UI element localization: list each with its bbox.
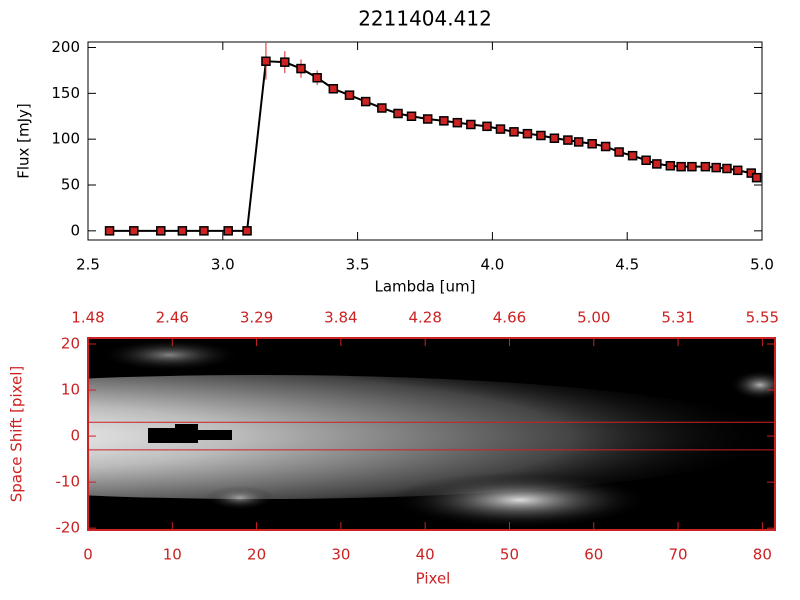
image-blob (100, 339, 240, 371)
x-tick-label: 50 (500, 546, 519, 564)
marker (522, 128, 533, 139)
plot-frame (87, 337, 776, 531)
marker (452, 117, 463, 128)
image-saturated (148, 424, 232, 443)
marker (641, 155, 651, 165)
marker (296, 63, 306, 74)
marker (652, 159, 662, 169)
marker (377, 103, 387, 113)
marker (439, 116, 449, 126)
marker (344, 90, 355, 100)
marker (242, 226, 252, 236)
x-axis-label: Lambda [um] (375, 278, 476, 296)
x-tick-label: 80 (753, 546, 772, 564)
marker (328, 84, 339, 94)
marker (129, 226, 139, 236)
x-tick-label: 20 (247, 546, 266, 564)
y-axis-label: Space Shift [pixel] (8, 366, 26, 503)
x-tick-label: 3.0 (211, 256, 235, 274)
y-tick-label: 10 (61, 381, 80, 399)
marker (711, 162, 721, 173)
marker (665, 161, 676, 171)
x2-tick-label: 4.28 (408, 309, 441, 327)
marker (676, 161, 686, 172)
marker (393, 108, 403, 119)
marker (587, 139, 597, 149)
marker (563, 135, 573, 145)
y-tick-label: 0 (70, 427, 80, 445)
x2-tick-label: 5.31 (661, 309, 694, 327)
marker (406, 111, 417, 121)
image-trace (88, 375, 775, 499)
marker (614, 147, 624, 157)
marker (177, 226, 188, 236)
marker (700, 161, 711, 172)
y-tick-label: 50 (61, 176, 80, 194)
marker (156, 226, 166, 236)
marker (482, 121, 492, 132)
marker (687, 161, 697, 172)
x-tick-label: 0 (83, 546, 93, 564)
marker (536, 130, 546, 141)
marker (466, 119, 476, 130)
marker (199, 226, 209, 236)
marker (722, 163, 732, 174)
data-line (109, 60, 758, 232)
x-tick-label: 4.0 (480, 256, 504, 274)
x-tick-label: 40 (416, 546, 435, 564)
spectrum-image (88, 338, 775, 530)
y-axis-label: Flux [mJy] (15, 103, 33, 179)
y-tick-label: 150 (51, 84, 80, 102)
y-tick-label: -20 (56, 519, 81, 537)
image-blob (205, 486, 275, 510)
x-tick-label: 3.5 (346, 256, 370, 274)
marker (509, 127, 519, 137)
marker (280, 57, 290, 67)
x-tick-label: 70 (669, 546, 688, 564)
marker (261, 56, 271, 66)
marker (360, 96, 371, 107)
x2-tick-label: 3.84 (324, 309, 357, 327)
y-tick-label: 100 (51, 130, 80, 148)
marker (495, 124, 506, 134)
x2-tick-label: 4.66 (493, 309, 526, 327)
x-tick-label: 2.5 (76, 256, 100, 274)
x-tick-label: 60 (584, 546, 603, 564)
y-tick-label: 20 (61, 334, 80, 352)
marker (223, 226, 233, 236)
x2-tick-label: 1.48 (71, 309, 104, 327)
x-tick-label: 4.5 (615, 256, 639, 274)
x2-tick-label: 2.46 (156, 309, 189, 327)
marker (549, 133, 560, 143)
y-tick-label: 200 (51, 38, 80, 56)
marker (600, 141, 611, 152)
plot-frame (87, 41, 763, 241)
image-blob (390, 472, 650, 528)
y-tick-label: 0 (70, 221, 80, 239)
chart-title: 2211404.412 (358, 7, 492, 31)
marker (573, 137, 584, 147)
x-axis-label: Pixel (416, 570, 451, 588)
marker (312, 73, 322, 83)
marker (627, 150, 638, 161)
x-tick-label: 5.0 (750, 256, 774, 274)
x2-tick-label: 5.00 (577, 309, 610, 327)
marker (422, 114, 433, 124)
x-tick-label: 30 (331, 546, 350, 564)
x2-tick-label: 5.55 (746, 309, 779, 327)
marker (104, 226, 115, 236)
y-tick-label: -10 (56, 473, 81, 491)
image-blob (730, 370, 775, 400)
marker (732, 165, 743, 176)
x-tick-label: 10 (163, 546, 182, 564)
marker (751, 172, 762, 183)
x2-tick-label: 3.29 (240, 309, 273, 327)
